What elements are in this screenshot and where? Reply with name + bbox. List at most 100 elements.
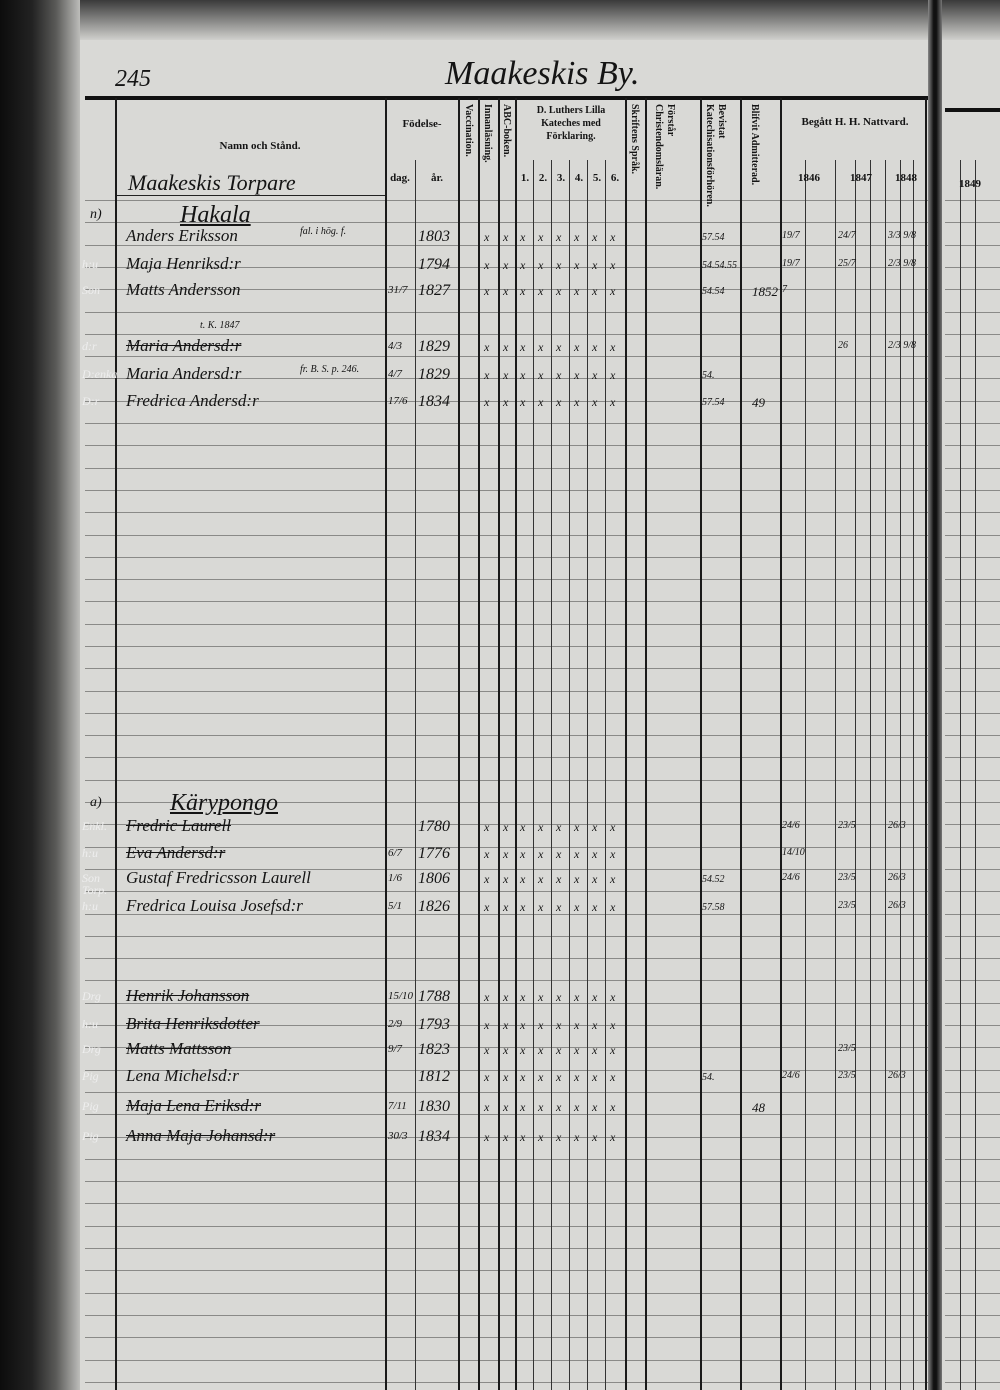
ruled-line (85, 1092, 928, 1093)
exam-mark: x (484, 1043, 490, 1057)
exam-mark: x (503, 230, 509, 244)
exam-mark: x (574, 284, 580, 298)
exam-mark: x (538, 1018, 544, 1032)
communion-1848: 2/3 9/8 (888, 258, 917, 269)
ruled-line (85, 980, 928, 981)
exam-mark: x (538, 284, 544, 298)
person-name: Fredrica Louisa Josefsd:r (126, 896, 303, 915)
column-divider (625, 98, 627, 1390)
exam-mark: x (520, 230, 526, 244)
ruled-line (945, 289, 1000, 290)
exam-mark: x (574, 1018, 580, 1032)
person-name: Matts Mattsson (126, 1039, 232, 1058)
exam-mark: x (484, 990, 490, 1004)
attended-value: 54. (702, 1072, 715, 1083)
ruled-line (85, 289, 928, 290)
exam-mark: x (610, 1018, 616, 1032)
ruled-line (945, 1137, 1000, 1138)
column-divider (478, 98, 480, 1390)
exam-mark: x (503, 872, 509, 886)
ruled-line (85, 1203, 928, 1204)
ruled-line (85, 757, 928, 758)
ruled-line (85, 668, 928, 669)
exam-mark: x (592, 395, 598, 409)
person-name: Maja Lena Eriksd:r (126, 1096, 262, 1115)
header-bottom-rule (115, 195, 385, 196)
header-catechism-part: 1. (520, 172, 530, 184)
section-place-karypongo: Kärypongo (170, 790, 278, 816)
exam-mark: x (610, 1100, 616, 1114)
birth-year: 1812 (418, 1068, 450, 1085)
ruled-line (85, 601, 928, 602)
exam-mark: x (503, 820, 509, 834)
exam-mark: x (610, 1043, 616, 1057)
exam-mark: x (538, 368, 544, 382)
ruled-line (85, 869, 928, 870)
ruled-line (85, 713, 928, 714)
exam-mark: x (592, 1070, 598, 1084)
communion-1847: 26 (838, 340, 848, 351)
ruled-line (945, 490, 1000, 491)
birth-day: 7/11 (388, 1100, 407, 1112)
column-divider (498, 98, 500, 1390)
person-name: Fredrica Andersd:r (126, 391, 259, 410)
header-catechism-part: 4. (574, 172, 584, 184)
exam-mark: x (592, 990, 598, 1004)
header-scripture: Skriftens Språk. (629, 104, 640, 175)
communion-1846: 19/7 (782, 258, 800, 269)
header-attended: Bevistat Katechisationsförhören. (704, 104, 727, 207)
ruled-line (85, 468, 928, 469)
birth-year: 1834 (418, 1128, 450, 1145)
exam-mark: x (503, 1070, 509, 1084)
attended-value: 57.58 (702, 902, 725, 913)
birth-year: 1793 (418, 1016, 450, 1033)
ruled-line (945, 847, 1000, 848)
birth-year: 1829 (418, 366, 450, 383)
birth-year: 1806 (418, 870, 450, 887)
ruled-line (945, 735, 1000, 736)
exam-mark: x (592, 1043, 598, 1057)
ruled-line (85, 1137, 928, 1138)
ruled-line (85, 958, 928, 959)
header-admitted: Blifvit Admitterad. (749, 104, 760, 186)
person-name: Matts Andersson (126, 280, 241, 299)
exam-mark: x (484, 1100, 490, 1114)
role: h:u (82, 257, 98, 271)
column-divider (458, 98, 460, 1390)
communion-1847: 23/5 (838, 820, 856, 831)
exam-mark: x (484, 1130, 490, 1144)
ruled-line (85, 401, 928, 402)
exam-mark: x (610, 368, 616, 382)
birth-day: 4/7 (388, 368, 403, 380)
ruled-line (945, 869, 1000, 870)
section-prefix: n) (90, 207, 102, 222)
header-year-1847: 1847 (850, 172, 872, 184)
section-village: Maakeskis Torpare (128, 170, 296, 195)
birth-year: 1776 (418, 845, 450, 862)
birth-day: 6/7 (388, 847, 403, 859)
header-catechism: D. Luthers Lilla Kateches med Förklaring… (536, 105, 606, 142)
ruled-line (945, 1092, 1000, 1093)
exam-mark: x (556, 1070, 562, 1084)
role: Son Torp. (82, 871, 108, 897)
communion-1846: 14/10 (782, 847, 805, 858)
person-name: Lena Michelsd:r (126, 1066, 239, 1085)
ruled-line (945, 267, 1000, 268)
ruled-line (85, 847, 928, 848)
ruled-line (945, 1248, 1000, 1249)
admitted-value: 49 (752, 395, 765, 410)
ruled-line (85, 1003, 928, 1004)
column-subdivider (569, 160, 570, 1390)
exam-mark: x (484, 368, 490, 382)
communion-1848: 26/3 (888, 820, 906, 831)
ruled-line (85, 200, 928, 201)
ruled-line (85, 802, 928, 803)
communion-1848: 26/3 (888, 900, 906, 911)
exam-mark: x (574, 368, 580, 382)
exam-mark: x (484, 872, 490, 886)
birth-year: 1823 (418, 1041, 450, 1058)
attended-value: 54.52 (702, 874, 725, 885)
exam-mark: x (574, 900, 580, 914)
exam-mark: x (592, 820, 598, 834)
header-understands: Förstår Christendomsläran. (653, 104, 676, 190)
